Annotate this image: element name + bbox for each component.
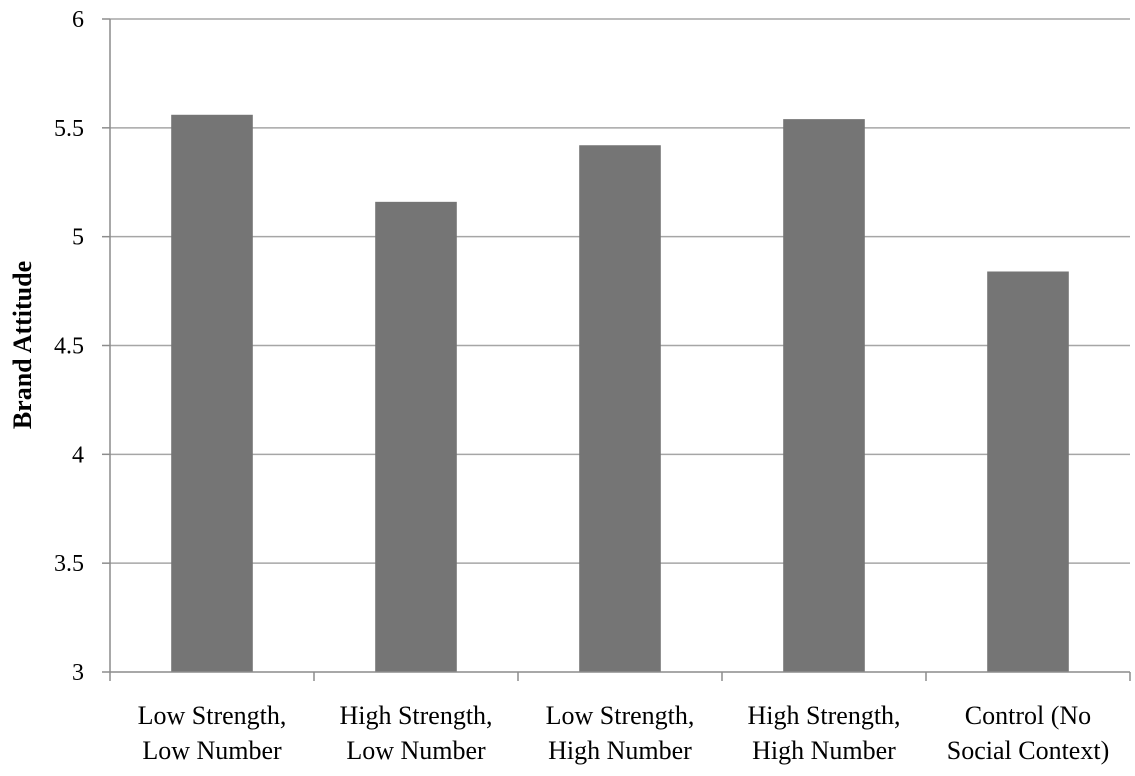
y-tick-label: 4.5 (54, 334, 84, 360)
bar (579, 145, 661, 672)
x-category-label: Control (No (965, 701, 1091, 730)
x-category-label: Social Context) (947, 736, 1109, 765)
y-tick-label: 3.5 (54, 551, 84, 577)
labels: 3 3.5 4 4.5 5 5.5 6 Low Strength, Low Number High… (54, 7, 1109, 765)
y-axis-title: Brand Attitude (8, 261, 37, 429)
x-category-label: High Strength, (339, 701, 492, 730)
bar (171, 114, 253, 673)
x-category-label: High Number (752, 736, 896, 765)
x-category-label: High Number (548, 736, 692, 765)
bar (375, 201, 457, 672)
axes (102, 18, 1131, 681)
bar (783, 119, 865, 673)
y-tick-label: 5.5 (54, 116, 84, 142)
bars (171, 114, 1069, 673)
x-category-label: Low Number (142, 736, 282, 765)
x-category-label: Low Strength, (138, 701, 287, 730)
x-category-label: Low Strength, (546, 701, 695, 730)
bar (987, 271, 1069, 672)
x-category-label: High Strength, (747, 701, 900, 730)
y-tick-label: 6 (72, 7, 84, 33)
x-category-label: Low Number (346, 736, 486, 765)
y-tick-label: 5 (72, 225, 84, 251)
y-tick-label: 3 (72, 660, 84, 686)
y-tick-label: 4 (72, 442, 84, 468)
